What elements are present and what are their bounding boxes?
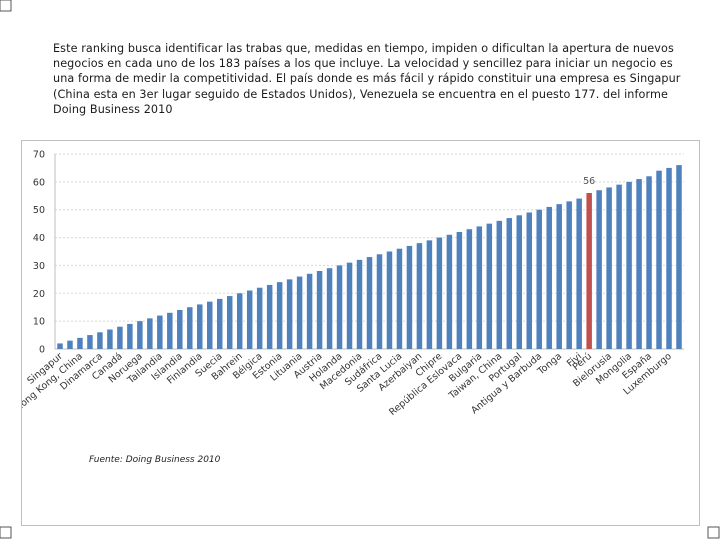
bar [207, 301, 213, 349]
bar [546, 206, 552, 349]
bar [386, 251, 393, 349]
bar [336, 265, 343, 349]
bar [466, 229, 473, 349]
bar [406, 245, 413, 349]
bar [77, 337, 83, 349]
bar [177, 310, 183, 349]
y-tick-label: 10 [33, 317, 45, 328]
y-tick-label: 70 [33, 150, 45, 161]
bar [216, 298, 223, 349]
bar [306, 273, 313, 349]
bar [516, 215, 523, 349]
bar [526, 212, 532, 349]
bar [646, 176, 652, 349]
bar [366, 257, 373, 349]
bar [666, 167, 672, 349]
bar [376, 254, 383, 349]
bar [197, 304, 203, 349]
bar [346, 262, 353, 349]
bar [326, 268, 333, 349]
bar [246, 290, 253, 349]
bar [636, 179, 642, 349]
bar [566, 201, 572, 349]
bar [97, 332, 103, 349]
bar [167, 312, 173, 349]
data-label: 56 [583, 176, 595, 187]
bar [446, 234, 453, 349]
bar [556, 204, 562, 349]
bar [476, 226, 483, 349]
corner-square-bottom-right [707, 526, 720, 539]
bar [356, 259, 363, 349]
bar [496, 220, 503, 349]
bar [127, 323, 133, 349]
corner-square-bottom-left [0, 526, 12, 539]
bar [147, 318, 153, 349]
y-tick-label: 0 [39, 345, 45, 356]
source-note: Fuente: Doing Business 2010 [89, 455, 221, 465]
bar [416, 243, 423, 349]
bar [536, 209, 542, 349]
bar [157, 315, 163, 349]
bar [107, 329, 113, 349]
bar [436, 237, 443, 349]
bar [486, 223, 493, 349]
bar [616, 184, 622, 349]
bar [296, 276, 303, 349]
bar [256, 287, 263, 349]
bar [456, 232, 463, 349]
bar [276, 282, 283, 349]
bar [236, 293, 243, 349]
bar [396, 248, 403, 349]
bar [117, 326, 123, 349]
chart-container: 0 10 20 30 40 50 60 70 Singapur Hong Kong, China D… [21, 140, 700, 526]
y-tick-label: 40 [33, 233, 45, 244]
bar [506, 218, 513, 349]
intro-paragraph: Este ranking busca identificar las traba… [53, 42, 681, 116]
bar [596, 190, 602, 349]
y-tick-label: 30 [33, 261, 45, 272]
y-tick-label: 50 [33, 205, 45, 216]
bar [67, 340, 73, 349]
bar [286, 279, 293, 349]
corner-square-top-left [0, 0, 12, 12]
bar [226, 296, 233, 349]
bar [576, 198, 582, 349]
y-tick-label: 60 [33, 177, 45, 188]
bar [57, 343, 63, 349]
bar [586, 193, 592, 349]
bar [266, 284, 273, 349]
bar [426, 240, 433, 349]
bar [316, 271, 323, 349]
bar [187, 307, 193, 349]
bar [87, 335, 93, 349]
bar [626, 181, 632, 349]
bar [656, 170, 662, 349]
bar [676, 165, 682, 349]
bar [606, 187, 612, 349]
bar [137, 321, 143, 349]
y-tick-label: 20 [33, 289, 45, 300]
